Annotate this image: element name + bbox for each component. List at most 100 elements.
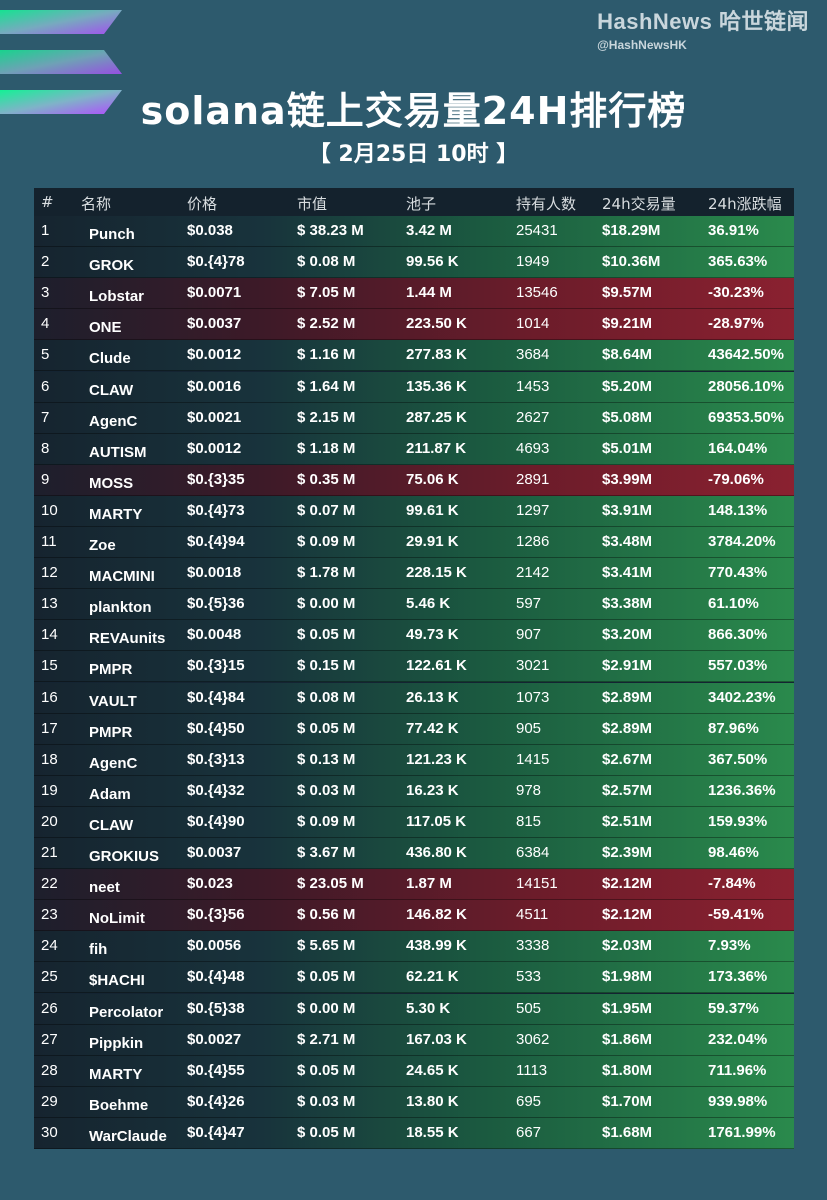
row-name: VAULT [89,692,137,710]
row-divider [34,401,794,403]
table-row: 11 Zoe $0.{4}94 $ 0.09 M 29.91 K 1286 $3.48M 37… [34,527,794,558]
row-volume: $3.20M [602,626,653,644]
row-divider [34,1023,794,1025]
row-market-cap: $ 3.67 M [297,844,356,861]
row-pool: 117.05 K [406,812,467,830]
row-holders: 1113 [516,1061,548,1079]
row-change: 367.50% [708,750,768,768]
row-change: 939.98% [708,1092,768,1110]
row-pool: 26.13 K [406,688,459,706]
row-rank: 10 [41,501,58,519]
row-holders: 533 [516,968,542,986]
row-holders: 25431 [516,222,558,239]
brand-name: HashNews 哈世链闻 [597,9,809,34]
row-name: Clude [89,350,131,368]
header-holders: 持有人数 [516,195,577,213]
row-name: PMPR [89,661,133,679]
row-holders: 1949 [516,253,550,271]
row-name: CLAW [89,381,134,399]
row-market-cap: $ 0.05 M [297,968,356,986]
table-row: 4 ONE $0.0037 $ 2.52 M 223.50 K 1014 $9.21M -28… [34,309,794,341]
row-market-cap: $ 1.64 M [297,377,356,395]
page-title: solana链上交易量24H排行榜 [140,89,687,133]
row-price: $0.038 [187,222,233,239]
row-divider [34,370,794,372]
row-name: plankton [89,599,152,617]
row-pool: 99.56 K [406,253,459,271]
row-price: $0.0021 [187,408,242,426]
row-market-cap: $ 0.00 M [297,999,356,1017]
row-market-cap: $ 38.23 M [297,222,364,239]
row-price: $0.{5}38 [187,999,245,1017]
row-name: WarClaude [89,1127,167,1145]
row-change: -7.84% [708,875,756,893]
row-rank: 2 [41,253,50,271]
row-holders: 1073 [516,688,550,706]
row-divider [34,774,794,776]
table-row: 3 Lobstar $0.0071 $ 7.05 M 1.44 M 13546 $9.57M… [34,278,794,310]
row-name: AgenC [89,412,138,430]
row-change: -79.06% [708,470,764,488]
row-pool: 5.46 K [406,595,451,613]
row-market-cap: $ 2.71 M [297,1030,356,1048]
row-pool: 223.50 K [406,315,467,333]
row-pool: 29.91 K [406,533,459,550]
row-market-cap: $ 0.05 M [297,626,356,644]
row-market-cap: $ 0.09 M [297,533,356,550]
row-divider [34,619,794,621]
row-market-cap: $ 0.56 M [297,906,356,924]
table-row: 9 MOSS $0.{3}35 $ 0.35 M 75.06 K 2891 $3.99M -7… [34,464,794,496]
table-row: 24 fih $0.0056 $ 5.65 M 438.99 K 3338 $2.03M 7.… [34,931,794,963]
row-divider [34,557,794,558]
row-volume: $3.99M [602,470,653,488]
row-rank: 25 [41,968,58,986]
row-rank: 23 [41,906,58,924]
row-name: $HACHI [89,972,145,990]
row-divider [34,961,794,963]
row-divider [34,1147,794,1149]
row-volume: $2.67M [602,750,653,768]
row-holders: 1415 [516,750,550,768]
row-price: $0.{4}26 [187,1092,245,1110]
row-volume: $9.21M [602,315,653,333]
row-volume: $1.70M [602,1092,653,1110]
row-divider [34,930,794,932]
row-divider [34,681,794,683]
table-row: 15 PMPR $0.{3}15 $ 0.15 M 122.61 K 3021 $2.91M… [34,651,794,683]
row-name: Lobstar [89,288,145,306]
row-volume: $3.91M [602,501,653,519]
row-volume: $3.48M [602,533,653,550]
row-holders: 1297 [516,501,550,519]
row-change: 1761.99% [708,1123,776,1141]
table-row: 12 MACMINI $0.0018 $ 1.78 M 228.15 K 2142 $3.4… [34,558,794,590]
row-change: 866.30% [708,626,768,644]
header-change: 24h涨跌幅 [708,195,782,213]
row-pool: 62.21 K [406,968,459,986]
row-market-cap: $ 1.18 M [297,439,356,457]
row-holders: 13546 [516,284,558,302]
row-market-cap: $ 0.07 M [297,501,356,519]
row-price: $0.{5}36 [187,595,245,613]
row-divider [34,588,794,590]
table-row: 23 NoLimit $0.{3}56 $ 0.56 M 146.82 K 4511 $2.… [34,900,794,932]
row-holders: 3021 [516,657,550,675]
row-change: 3784.20% [708,533,776,550]
row-change: 69353.50% [708,408,784,426]
row-rank: 6 [41,377,50,395]
row-divider [34,308,794,310]
row-pool: 99.61 K [406,501,459,519]
row-rank: 29 [41,1092,58,1110]
row-pool: 146.82 K [406,906,467,924]
row-volume: $2.89M [602,719,653,737]
row-divider [34,1085,794,1087]
row-name: CLAW [89,816,134,834]
row-change: 59.37% [708,999,759,1017]
row-market-cap: $ 0.03 M [297,1092,356,1110]
row-holders: 3338 [516,937,550,955]
row-divider [34,1054,794,1056]
header-name: 名称 [81,195,112,213]
row-divider [34,899,794,901]
row-price: $0.{4}32 [187,781,245,799]
row-market-cap: $ 0.00 M [297,595,356,613]
row-holders: 1453 [516,377,550,395]
